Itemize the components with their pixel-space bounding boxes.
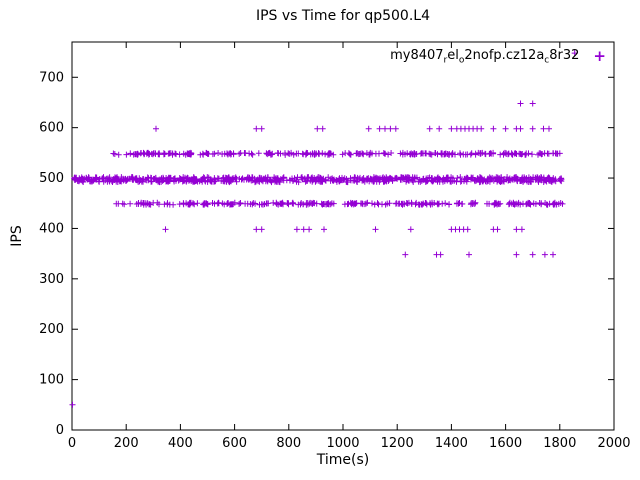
legend-marker-icon: + xyxy=(593,47,606,66)
svg-text:0: 0 xyxy=(68,436,76,451)
svg-text:300: 300 xyxy=(39,272,64,287)
y-axis-label: IPS xyxy=(9,225,25,247)
svg-text:0: 0 xyxy=(56,423,64,438)
svg-text:200: 200 xyxy=(114,436,139,451)
chart-title: IPS vs Time for qp500.L4 xyxy=(255,8,430,24)
svg-text:100: 100 xyxy=(39,373,64,388)
series-0-markers xyxy=(69,50,578,408)
svg-text:1200: 1200 xyxy=(381,436,414,451)
svg-text:2000: 2000 xyxy=(597,436,630,451)
svg-text:600: 600 xyxy=(222,436,247,451)
svg-text:800: 800 xyxy=(276,436,301,451)
svg-text:400: 400 xyxy=(39,221,64,236)
svg-text:1600: 1600 xyxy=(489,436,522,451)
axis-box xyxy=(71,41,615,431)
svg-text:200: 200 xyxy=(39,322,64,337)
x-ticks xyxy=(71,42,615,430)
svg-text:500: 500 xyxy=(39,171,64,186)
x-axis-label: Time(s) xyxy=(316,452,370,468)
y-ticks xyxy=(72,76,614,431)
y-tick-labels: 0 100 200 300 400 500 600 700 xyxy=(39,70,64,438)
svg-text:700: 700 xyxy=(39,70,64,85)
svg-text:600: 600 xyxy=(39,121,64,136)
data-points xyxy=(69,50,578,408)
svg-text:1400: 1400 xyxy=(435,436,468,451)
svg-text:400: 400 xyxy=(168,436,193,451)
svg-text:1000: 1000 xyxy=(326,436,359,451)
legend: my8407relo2nofp.cz12ac8r32 + xyxy=(390,48,606,66)
svg-text:1800: 1800 xyxy=(543,436,576,451)
legend-label: my8407relo2nofp.cz12ac8r32 xyxy=(390,48,580,66)
x-tick-labels: 0 200 400 600 800 1000 1200 1400 1600 1800 2000 xyxy=(68,436,631,451)
